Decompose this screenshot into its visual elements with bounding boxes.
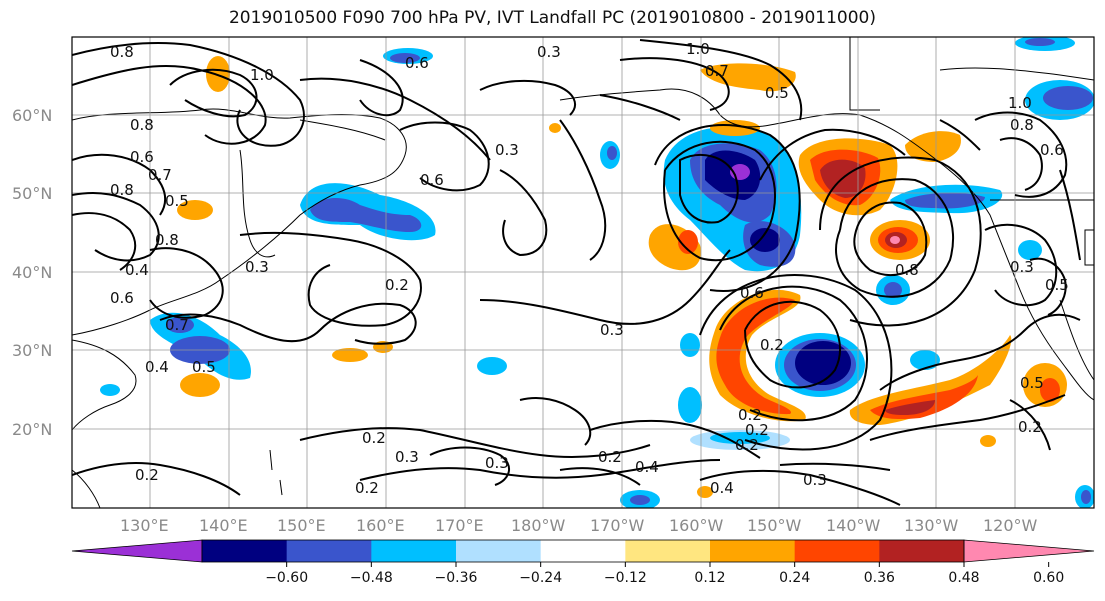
contour-label: 0.2 (598, 448, 622, 466)
contour-label: 0.6 (110, 289, 134, 307)
colorbar-cell (710, 540, 796, 562)
lon-label: 130°E (120, 516, 169, 535)
contour-label: 0.2 (1018, 418, 1042, 436)
contour-label: 0.3 (600, 321, 624, 339)
colorbar-tick-label: 0.12 (694, 570, 725, 586)
contour-label: 0.2 (362, 429, 386, 447)
contour-label: 0.2 (385, 276, 409, 294)
colorbar: −0.60 −0.48 −0.36 −0.24 −0.12 0.12 0.24 0.36 0.4… (71, 539, 1095, 586)
lon-label: 150°E (277, 516, 326, 535)
lon-label: 160°W (669, 516, 724, 535)
contour-label: 0.5 (765, 84, 789, 102)
colorbar-tick-label: −0.12 (604, 570, 647, 586)
contour-label: 0.3 (485, 454, 509, 472)
lon-label: 150°W (747, 516, 802, 535)
contour-label: 0.3 (245, 258, 269, 276)
contour-label: 0.6 (405, 54, 429, 72)
lat-label: 60°N (12, 106, 52, 125)
contour-label: 0.3 (395, 448, 419, 466)
colorbar-tick-label: 0.36 (864, 570, 895, 586)
colorbar-tick-label: −0.60 (265, 570, 308, 586)
contour-label: 0.8 (110, 43, 134, 61)
contour-label: 0.4 (145, 358, 169, 376)
map-title: 2019010500 F090 700 hPa PV, IVT Landfall… (228, 8, 876, 28)
contour-label: 0.4 (125, 261, 149, 279)
lon-label: 160°E (356, 516, 405, 535)
colorbar-cell (540, 540, 626, 562)
colorbar-extend-low (71, 539, 203, 563)
colorbar-outline (201, 539, 965, 563)
contour-label: 0.5 (1020, 374, 1044, 392)
contour-label: 0.7 (165, 316, 189, 334)
lon-label: 180°W (511, 516, 566, 535)
colorbar-cell (625, 540, 711, 562)
coastlines (72, 37, 1094, 508)
contour-label: 0.7 (148, 166, 172, 184)
contour-label: 0.6 (420, 171, 444, 189)
longitude-axis: 130°E 140°E 150°E 160°E 170°E 180°W 170°… (120, 516, 1038, 535)
colorbar-tick-label: −0.24 (519, 570, 562, 586)
lat-label: 20°N (12, 420, 52, 439)
contour-label: 0.2 (745, 421, 769, 439)
lat-label: 50°N (12, 184, 52, 203)
contour-label: 0.2 (738, 406, 762, 424)
colorbar-cell (202, 540, 288, 562)
colorbar-extend-high (963, 539, 1095, 563)
contour-label: 0.2 (760, 336, 784, 354)
contour-label: 0.3 (803, 471, 827, 489)
contour-label: 0.5 (165, 192, 189, 210)
lon-label: 130°W (904, 516, 959, 535)
contour-label: 0.4 (635, 458, 659, 476)
contour-label: 0.6 (740, 284, 764, 302)
contour-label: 0.4 (710, 479, 734, 497)
contour-label: 0.6 (1040, 141, 1064, 159)
contour-label: 0.8 (130, 116, 154, 134)
colorbar-cell (794, 540, 880, 562)
lon-label: 140°E (199, 516, 248, 535)
lat-label: 30°N (12, 341, 52, 360)
lon-label: 140°W (826, 516, 881, 535)
contour-label: 0.8 (110, 181, 134, 199)
colorbar-tick-label: 0.24 (779, 570, 810, 586)
colorbar-tick-label: −0.36 (435, 570, 478, 586)
colorbar-tick-label: 0.48 (948, 570, 979, 586)
colorbar-cell (371, 540, 457, 562)
colorbar-tick-label: −0.48 (350, 570, 393, 586)
contour-labels: 0.8 1.0 0.6 0.3 1.0 0.7 0.5 0.8 0.6 0.8 … (110, 40, 1069, 497)
lon-label: 170°E (435, 516, 484, 535)
lon-label: 170°W (590, 516, 645, 535)
contour-label: 0.6 (130, 148, 154, 166)
contour-label: 0.8 (155, 231, 179, 249)
map-frame (71, 36, 1095, 509)
contour-label: 0.3 (537, 43, 561, 61)
contour-label: 0.5 (1045, 276, 1069, 294)
colorbar-cell (286, 540, 372, 562)
colorbar-cells (71, 539, 1095, 563)
contour-label: 0.8 (895, 261, 919, 279)
contour-label: 0.2 (355, 479, 379, 497)
colorbar-cell (456, 540, 542, 562)
contour-label: 0.2 (735, 436, 759, 454)
contour-label: 0.7 (705, 62, 729, 80)
contour-label: 1.0 (1008, 94, 1032, 112)
contour-label: 0.8 (1010, 116, 1034, 134)
contour-label: 0.3 (495, 141, 519, 159)
colorbar-tick-label: 0.60 (1033, 570, 1064, 586)
colorbar-ticks: −0.60 −0.48 −0.36 −0.24 −0.12 0.12 0.24 0.36 0.4… (265, 562, 1064, 586)
contour-label: 1.0 (686, 40, 710, 58)
colorbar-cell (879, 540, 965, 562)
map-panel: 0.8 1.0 0.6 0.3 1.0 0.7 0.5 0.8 0.6 0.8 … (72, 37, 1094, 508)
contour-label: 0.5 (192, 358, 216, 376)
contour-label: 0.3 (1010, 258, 1034, 276)
latitude-axis: 60°N 50°N 40°N 30°N 20°N (12, 106, 52, 439)
lat-label: 40°N (12, 263, 52, 282)
contour-label: 1.0 (250, 66, 274, 84)
lon-label: 120°W (983, 516, 1038, 535)
contour-label: 0.2 (135, 466, 159, 484)
pv-contours (72, 39, 1081, 506)
